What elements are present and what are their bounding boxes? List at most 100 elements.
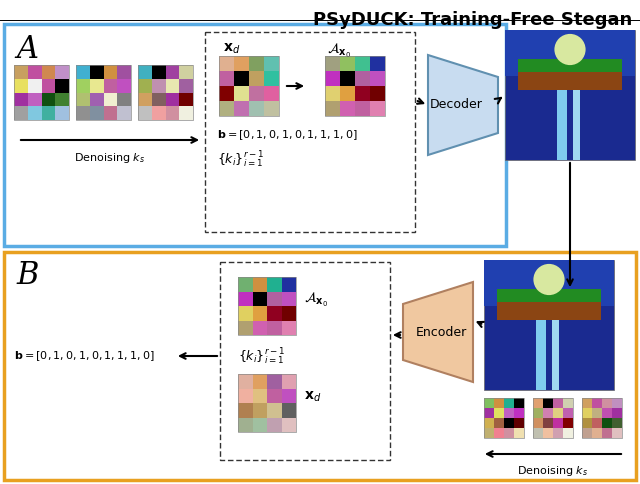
Bar	[253, 403, 267, 418]
Bar	[166, 92, 179, 106]
Bar	[533, 408, 543, 418]
Bar	[234, 56, 249, 71]
Bar	[238, 374, 296, 432]
Bar	[28, 106, 42, 120]
Bar	[484, 418, 494, 428]
Bar	[219, 71, 234, 86]
Bar	[282, 403, 296, 418]
Bar	[253, 306, 267, 320]
Bar	[138, 92, 152, 106]
Bar	[582, 428, 592, 438]
Bar	[55, 92, 69, 106]
Bar	[563, 398, 573, 408]
Bar	[582, 398, 592, 408]
Bar	[238, 389, 253, 403]
Bar	[582, 398, 622, 438]
Bar	[179, 79, 193, 92]
Bar	[282, 306, 296, 320]
Bar	[504, 418, 514, 428]
Bar	[264, 101, 279, 116]
Bar	[253, 374, 267, 389]
Bar	[282, 277, 296, 291]
Text: $\mathbf{x}_d$: $\mathbf{x}_d$	[223, 42, 241, 57]
Bar	[573, 90, 580, 160]
Bar	[76, 79, 90, 92]
Text: $\mathbf{x}_d$: $\mathbf{x}_d$	[304, 390, 321, 405]
Bar	[234, 101, 249, 116]
Bar	[494, 398, 504, 408]
Bar	[325, 101, 340, 116]
Bar	[340, 56, 355, 71]
Text: Decoder: Decoder	[429, 99, 483, 111]
Bar	[138, 65, 152, 79]
Bar	[355, 101, 370, 116]
Bar	[152, 79, 166, 92]
Bar	[104, 65, 117, 79]
Bar	[582, 418, 592, 428]
Bar	[484, 408, 494, 418]
Bar	[267, 277, 282, 291]
Bar	[55, 79, 69, 92]
Bar	[42, 92, 55, 106]
Bar	[602, 408, 612, 418]
Bar	[282, 291, 296, 306]
Bar	[370, 56, 385, 71]
Text: $\mathbf{b} = [0, 1, 0, 1, 0, 1, 1, 1, 0]$: $\mathbf{b} = [0, 1, 0, 1, 0, 1, 1, 1, 0…	[14, 349, 155, 363]
Bar	[28, 79, 42, 92]
Text: $\mathcal{A}_{\mathbf{x}_0}$: $\mathcal{A}_{\mathbf{x}_0}$	[327, 42, 351, 60]
Bar	[552, 320, 559, 390]
Bar	[505, 30, 635, 160]
Bar	[553, 398, 563, 408]
Bar	[14, 79, 28, 92]
Bar	[518, 59, 622, 72]
Bar	[55, 65, 69, 79]
Bar	[76, 65, 90, 79]
Bar	[553, 408, 563, 418]
Text: B: B	[16, 260, 38, 291]
Bar	[14, 65, 28, 79]
Bar	[238, 291, 253, 306]
Bar	[179, 65, 193, 79]
Bar	[504, 408, 514, 418]
Bar	[117, 65, 131, 79]
Bar	[514, 418, 524, 428]
Bar	[166, 106, 179, 120]
Bar	[90, 65, 104, 79]
Text: Denoising $k_s$: Denoising $k_s$	[74, 151, 146, 165]
Bar	[90, 79, 104, 92]
Bar	[282, 374, 296, 389]
Bar	[219, 56, 279, 116]
Bar	[325, 71, 340, 86]
Bar	[563, 408, 573, 418]
Bar	[497, 288, 601, 302]
Text: $\{k_i\}_{i=1}^{r-1}$: $\{k_i\}_{i=1}^{r-1}$	[238, 347, 285, 367]
Bar	[138, 79, 152, 92]
Text: $\{k_i\}_{i=1}^{r-1}$: $\{k_i\}_{i=1}^{r-1}$	[217, 150, 264, 170]
Bar	[4, 24, 506, 246]
Bar	[592, 428, 602, 438]
Bar	[249, 86, 264, 101]
Bar	[543, 428, 553, 438]
Bar	[612, 428, 622, 438]
Polygon shape	[403, 282, 473, 382]
Bar	[104, 92, 117, 106]
Bar	[117, 106, 131, 120]
Bar	[533, 398, 543, 408]
Bar	[42, 65, 55, 79]
Bar	[138, 106, 152, 120]
Bar	[238, 277, 253, 291]
Bar	[484, 398, 524, 438]
Text: Denoising $k_s$: Denoising $k_s$	[517, 464, 589, 478]
Bar	[238, 418, 253, 432]
Bar	[219, 86, 234, 101]
Bar	[152, 65, 166, 79]
Bar	[514, 428, 524, 438]
Bar	[253, 418, 267, 432]
Bar	[267, 291, 282, 306]
Bar	[55, 106, 69, 120]
Bar	[4, 252, 636, 480]
Text: PSyDUCK: Training-Free Stegan: PSyDUCK: Training-Free Stegan	[313, 11, 632, 29]
Bar	[267, 306, 282, 320]
Bar	[264, 56, 279, 71]
Bar	[514, 398, 524, 408]
